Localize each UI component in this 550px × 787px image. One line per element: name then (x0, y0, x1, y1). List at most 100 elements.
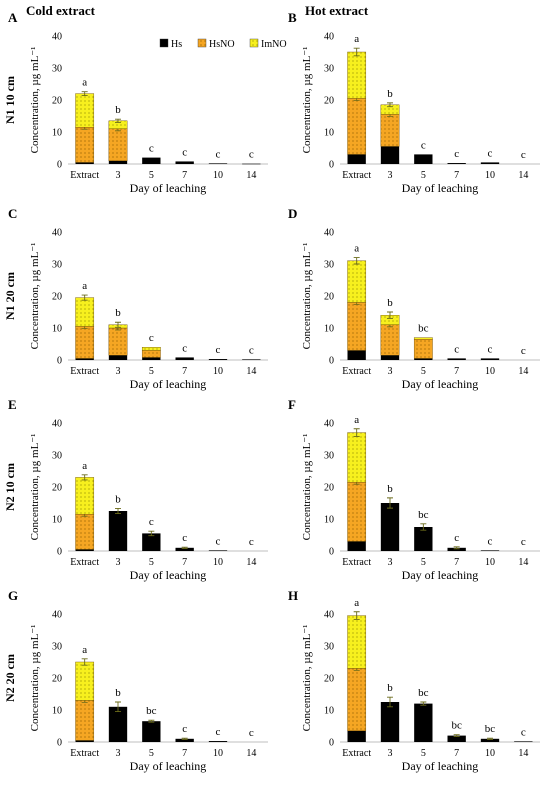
significance-letter: c (216, 535, 221, 547)
bar-hsno (347, 98, 367, 155)
y-tick-label: 10 (52, 515, 62, 526)
x-tick-label: 14 (246, 366, 256, 377)
bar-imno (413, 337, 433, 340)
significance-letter: c (249, 149, 254, 161)
x-tick-label: Extract (70, 366, 99, 377)
column-title-cold: Cold extract (26, 3, 96, 18)
bar-hs (447, 735, 466, 742)
bar-hs (414, 358, 433, 360)
y-axis-label: Concentration, µg mL⁻¹ (301, 243, 313, 350)
panel-letter: F (288, 397, 296, 412)
significance-letter: bc (418, 509, 429, 521)
significance-letter: a (354, 597, 359, 609)
bar-hs (514, 741, 533, 742)
bar-hs (75, 162, 94, 164)
y-axis-label: Concentration, µg mL⁻¹ (29, 434, 41, 541)
y-tick-label: 10 (52, 706, 62, 717)
significance-letter: c (216, 344, 221, 356)
error-bar (81, 474, 88, 481)
y-tick-label: 40 (52, 32, 62, 43)
bar-hs (480, 738, 500, 742)
significance-letter: a (82, 644, 87, 656)
x-tick-label: 10 (485, 748, 495, 759)
bar-hsno (380, 114, 400, 147)
bar-imno (75, 297, 95, 327)
x-tick-label: Extract (70, 557, 99, 568)
y-tick-label: 40 (52, 228, 62, 239)
bar-hs (380, 146, 400, 164)
y-tick-label: 30 (324, 642, 334, 653)
bar-hs (480, 162, 500, 164)
bar-hs (447, 358, 466, 360)
x-axis-label: Day of leaching (402, 759, 479, 773)
chart-panel-a: A N1 10 cm Concentration, µg mL⁻¹ 0 10 20 30 40… (3, 10, 287, 195)
significance-letter: c (216, 148, 221, 160)
row-label: N1 10 cm (3, 76, 17, 124)
significance-letter: bc (485, 723, 496, 735)
x-axis-label: Day of leaching (402, 181, 479, 195)
error-bar (453, 734, 460, 738)
bar-hs (447, 163, 466, 164)
row-label: N1 20 cm (3, 272, 17, 320)
x-tick-label: 10 (213, 170, 223, 181)
significance-letter: c (521, 149, 526, 161)
x-tick-label: 14 (518, 748, 528, 759)
bar-hs (108, 160, 128, 164)
significance-letter: c (488, 343, 493, 355)
bar-hs (242, 163, 261, 165)
y-tick-label: 40 (52, 610, 62, 621)
x-tick-label: 5 (421, 557, 426, 568)
significance-letter: b (115, 307, 121, 319)
bar-hs (380, 702, 400, 742)
y-tick-label: 20 (324, 96, 334, 107)
y-tick-label: 40 (324, 228, 334, 239)
y-tick-label: 20 (52, 96, 62, 107)
x-tick-label: 7 (182, 748, 187, 759)
x-tick-label: 3 (388, 170, 393, 181)
panel-letter: G (8, 588, 18, 603)
y-tick-label: 20 (324, 292, 334, 303)
panel-letter: C (8, 206, 17, 221)
significance-letter: c (216, 726, 221, 738)
y-axis-label: Concentration, µg mL⁻¹ (29, 243, 41, 350)
x-tick-label: 7 (454, 557, 459, 568)
x-tick-label: Extract (342, 557, 371, 568)
error-bar (387, 696, 393, 708)
y-axis-label: Concentration, µg mL⁻¹ (29, 47, 41, 154)
bar-hs (347, 541, 366, 551)
y-tick-label: 20 (52, 483, 62, 494)
chart-panel-f: F Concentration, µg mL⁻¹ 0 10 20 30 40 a Extract… (288, 397, 540, 582)
bar-hs (347, 350, 366, 360)
significance-letter: c (182, 723, 187, 735)
legend-swatch-imno (249, 38, 259, 48)
y-axis-label: Concentration, µg mL⁻¹ (301, 625, 313, 732)
error-bar (115, 321, 121, 328)
bar-hs (175, 357, 194, 360)
significance-letter: bc (418, 323, 429, 335)
y-tick-label: 0 (57, 547, 62, 558)
bar-hs (208, 359, 228, 360)
bar-hs (175, 738, 194, 742)
x-tick-label: Extract (342, 170, 371, 181)
significance-letter: a (354, 243, 359, 255)
bar-hs (242, 359, 261, 360)
error-bar (487, 737, 493, 740)
bar-hs (142, 721, 161, 742)
bar-imno (347, 615, 367, 669)
significance-letter: bc (146, 705, 157, 717)
x-tick-label: Extract (70, 748, 99, 759)
bar-hs (142, 357, 161, 360)
significance-letter: c (149, 516, 154, 528)
error-bar (420, 701, 427, 706)
bar-imno (347, 432, 367, 483)
y-axis-label: Concentration, µg mL⁻¹ (301, 434, 313, 541)
y-tick-label: 20 (324, 483, 334, 494)
bar-hs (480, 358, 500, 360)
significance-letter: b (115, 687, 121, 699)
bar-hs (108, 355, 128, 360)
bar-hs (108, 706, 128, 742)
bar-hs (108, 511, 128, 551)
significance-letter: a (82, 460, 87, 472)
bar-hs (175, 547, 194, 551)
x-tick-label: 10 (213, 748, 223, 759)
